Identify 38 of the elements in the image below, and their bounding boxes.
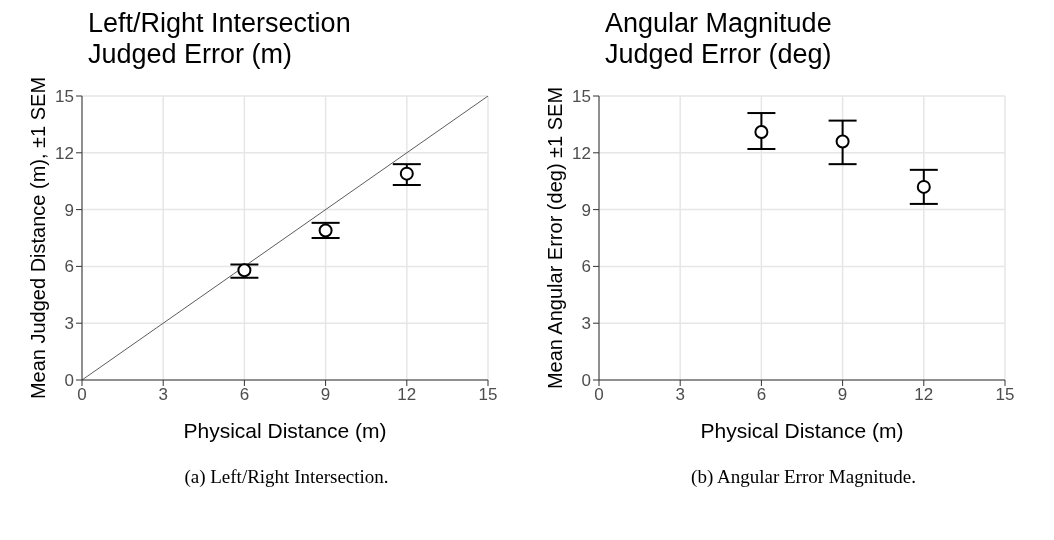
x-axis-title: Physical Distance (m)	[183, 419, 387, 442]
text: (b) Angular Error Magnitude.	[690, 466, 917, 488]
x-tick-label: 0	[594, 385, 604, 405]
y-tick-label: 6	[64, 257, 74, 277]
x-tick-label: 6	[756, 385, 767, 405]
x-tick-label: 3	[158, 385, 168, 405]
x-tick-label: 15	[995, 385, 1015, 405]
y-tick-label: 12	[572, 143, 591, 163]
point	[318, 223, 333, 238]
y-tick-label: 0	[64, 371, 74, 391]
y-tick-label: 15	[572, 87, 591, 107]
chart-title: Left/Right Intersection Judged Error (m)	[88, 8, 351, 70]
x-tick-label: 12	[914, 385, 934, 405]
x-tick-label: 9	[320, 385, 331, 405]
x-tick-label: 15	[478, 385, 498, 405]
y-tick-label: 9	[581, 200, 591, 220]
chart-title: Angular Magnitude Judged Error (deg)	[605, 8, 832, 70]
x-tick-label: 3	[675, 385, 685, 405]
x-tick-label: 9	[837, 385, 848, 405]
y-axis-title: Mean Angular Error (deg) ±1 SEM	[544, 86, 567, 390]
y-tick-label: 9	[64, 200, 74, 220]
text: (a) Left/Right Intersection.	[183, 466, 390, 488]
y-tick-label: 3	[64, 314, 74, 334]
point	[399, 166, 414, 181]
point	[754, 124, 769, 139]
y-axis-title: Mean Judged Distance (m), ±1 SEM	[27, 76, 50, 400]
y-tick-label: 3	[581, 314, 591, 334]
y-tick-label: 0	[581, 371, 591, 391]
point	[237, 263, 252, 278]
x-axis-title: Physical Distance (m)	[700, 419, 904, 442]
point	[916, 179, 931, 194]
y-tick-label: 6	[581, 257, 591, 277]
x-tick-label: 6	[239, 385, 250, 405]
x-tick-label: 12	[397, 385, 417, 405]
y-tick-label: 15	[55, 87, 74, 107]
y-tick-label: 12	[55, 143, 74, 163]
x-tick-label: 0	[77, 385, 87, 405]
point	[835, 134, 850, 149]
